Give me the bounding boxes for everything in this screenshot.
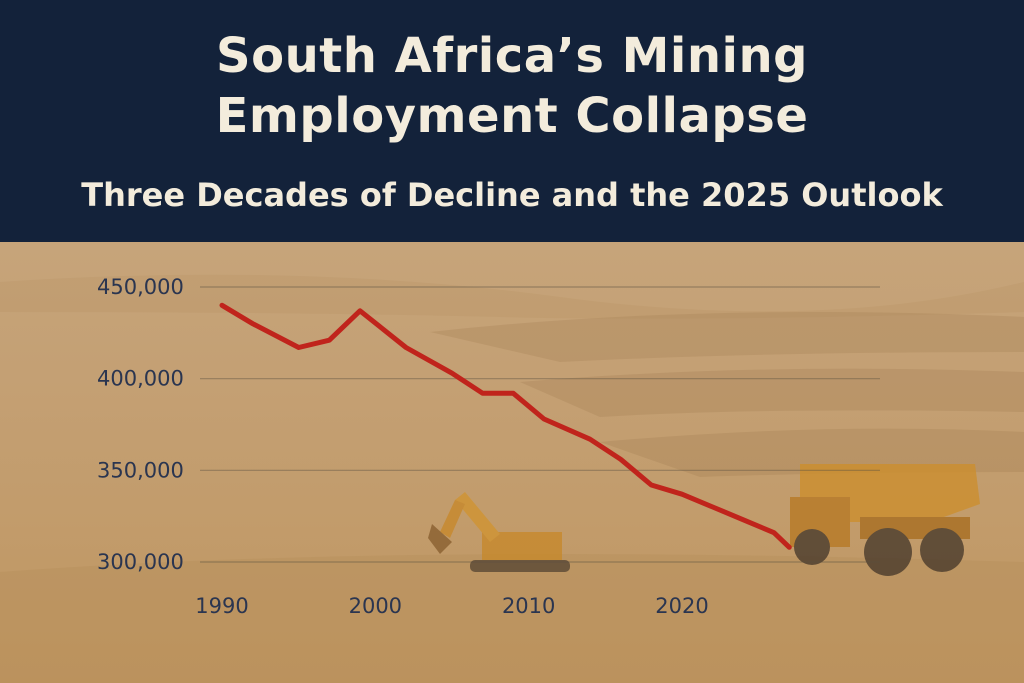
mine-background-image	[0, 242, 1024, 683]
y-tick-label: 400,000	[97, 367, 184, 391]
x-tick-label: 2000	[349, 594, 402, 618]
employment-series-line	[219, 302, 792, 550]
excavator-illustration	[428, 492, 570, 572]
y-tick-label: 300,000	[97, 550, 184, 574]
terrace-band	[520, 368, 1024, 417]
terrace-band	[0, 274, 1024, 319]
x-tick-label: 2010	[502, 594, 555, 618]
x-tick-label: 1990	[195, 594, 248, 618]
header-banner: South Africa’s Mining Employment Collaps…	[0, 0, 1024, 242]
mine-illustration	[0, 274, 1024, 683]
ground	[0, 554, 1024, 683]
y-tick-label: 450,000	[97, 275, 184, 299]
y-tick-label: 350,000	[97, 458, 184, 482]
terrace-band	[430, 312, 1024, 362]
chart-subtitle: Three Decades of Decline and the 2025 Ou…	[81, 176, 943, 214]
chart-title: South Africa’s Mining Employment Collaps…	[0, 26, 1024, 146]
haul-truck-illustration	[790, 464, 980, 576]
title-line-2: Employment Collapse	[215, 88, 809, 144]
x-tick-label: 2020	[655, 594, 708, 618]
title-line-1: South Africa’s Mining	[216, 28, 808, 84]
